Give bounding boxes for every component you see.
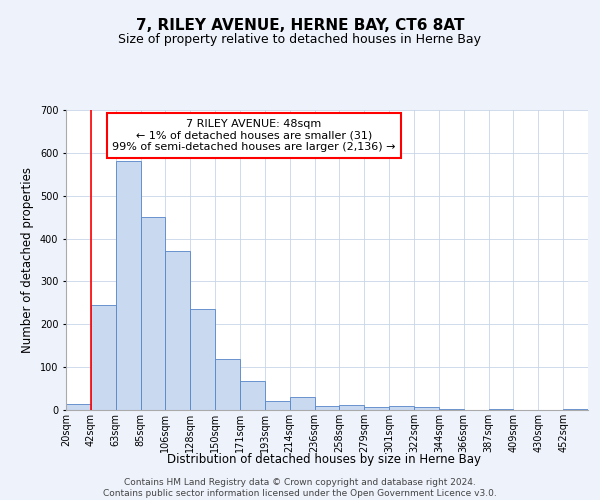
Bar: [340, 405, 364, 410]
Bar: [563, 409, 588, 410]
Bar: [414, 407, 439, 410]
Bar: [116, 162, 140, 410]
Bar: [265, 402, 290, 410]
Text: Distribution of detached houses by size in Herne Bay: Distribution of detached houses by size …: [167, 452, 481, 466]
Bar: [166, 252, 190, 410]
Text: Size of property relative to detached houses in Herne Bay: Size of property relative to detached ho…: [119, 32, 482, 46]
Bar: [66, 404, 91, 410]
Y-axis label: Number of detached properties: Number of detached properties: [22, 167, 34, 353]
Bar: [389, 406, 414, 410]
Bar: [215, 358, 240, 410]
Bar: [488, 408, 514, 410]
Bar: [290, 397, 314, 410]
Bar: [91, 305, 116, 410]
Bar: [190, 310, 215, 410]
Bar: [140, 217, 166, 410]
Bar: [439, 408, 464, 410]
Bar: [240, 381, 265, 410]
Text: 7 RILEY AVENUE: 48sqm
← 1% of detached houses are smaller (31)
99% of semi-detac: 7 RILEY AVENUE: 48sqm ← 1% of detached h…: [112, 119, 395, 152]
Text: Contains HM Land Registry data © Crown copyright and database right 2024.
Contai: Contains HM Land Registry data © Crown c…: [103, 478, 497, 498]
Bar: [364, 407, 389, 410]
Text: 7, RILEY AVENUE, HERNE BAY, CT6 8AT: 7, RILEY AVENUE, HERNE BAY, CT6 8AT: [136, 18, 464, 32]
Bar: [314, 406, 340, 410]
